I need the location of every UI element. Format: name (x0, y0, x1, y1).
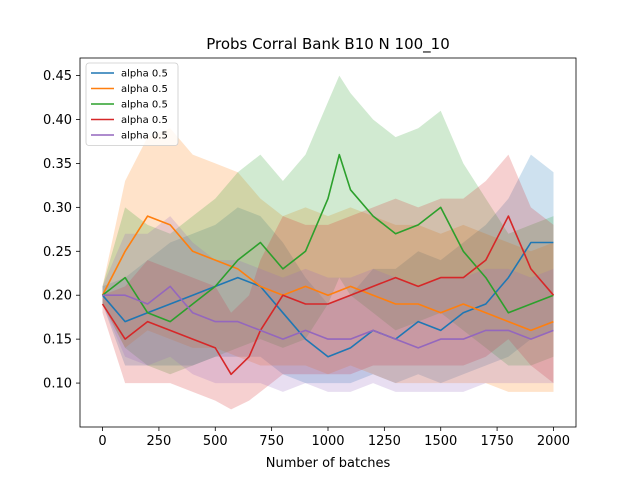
x-axis: 0 250 500 750 1000 1250 1500 1750 2000 (98, 427, 570, 449)
series-line-4 (101, 215, 555, 376)
legend-box (85, 62, 179, 146)
confidence-band-1 (102, 154, 554, 384)
series-lines (101, 153, 555, 376)
confidence-bands (102, 75, 554, 410)
x-tick-label: 2000 (537, 434, 570, 449)
x-tick-label: 250 (146, 434, 171, 449)
y-tick-label: 0.10 (43, 377, 72, 392)
x-axis-label: Number of batches (266, 456, 391, 471)
legend-label: alpha 0.5 (121, 84, 168, 95)
series-line-3 (102, 153, 554, 323)
y-tick-label: 0.40 (43, 113, 72, 128)
x-tick-label: 1500 (424, 434, 457, 449)
series-line-1 (101, 241, 554, 358)
y-tick-label: 0.30 (43, 201, 72, 216)
x-tick-label: 0 (98, 434, 106, 449)
y-tick-label: 0.35 (43, 157, 72, 172)
legend-label: alpha 0.5 (121, 69, 168, 80)
confidence-band-2 (102, 128, 554, 392)
y-tick-label: 0.20 (43, 289, 72, 304)
y-tick-label: 0.25 (43, 245, 72, 260)
y-axis: 0.10 0.15 0.20 0.25 0.30 0.35 0.40 0.45 (43, 69, 80, 392)
series-line-5 (102, 285, 554, 349)
legend-label: alpha 0.5 (121, 100, 168, 111)
legend: alpha 0.5 alpha 0.5 alpha 0.5 alpha 0.5 alph… (85, 62, 179, 146)
confidence-band-3 (102, 75, 554, 375)
series-line-2 (101, 215, 554, 332)
x-tick-label: 1250 (368, 434, 401, 449)
confidence-band-4 (102, 154, 554, 410)
y-tick-label: 0.45 (43, 69, 72, 84)
x-tick-label: 1750 (481, 434, 514, 449)
x-tick-label: 750 (259, 434, 284, 449)
x-tick-label: 500 (203, 434, 228, 449)
y-tick-label: 0.15 (43, 333, 72, 348)
legend-label: alpha 0.5 (121, 131, 168, 142)
legend-label: alpha 0.5 (121, 115, 168, 126)
chart-title: Probs Corral Bank B10 N 100_10 (206, 35, 450, 54)
x-tick-label: 1000 (311, 434, 344, 449)
